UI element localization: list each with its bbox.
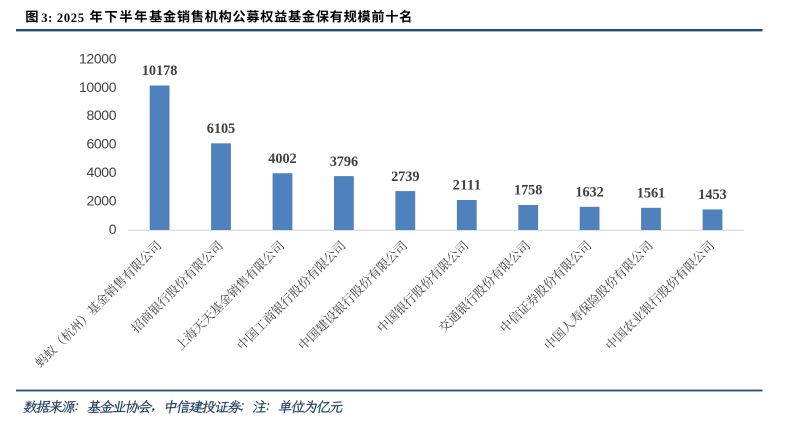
svg-text:1561: 1561 (637, 186, 665, 202)
svg-text:1453: 1453 (698, 187, 726, 203)
svg-text:8000: 8000 (87, 107, 117, 123)
svg-text:10000: 10000 (79, 79, 117, 95)
svg-text:10178: 10178 (142, 63, 178, 79)
svg-text:1758: 1758 (514, 183, 542, 199)
svg-text:0: 0 (109, 221, 117, 237)
svg-text:1632: 1632 (575, 185, 603, 201)
svg-text:2111: 2111 (453, 178, 481, 194)
svg-text:12000: 12000 (79, 50, 117, 66)
svg-text:6000: 6000 (87, 136, 117, 152)
svg-text:4000: 4000 (87, 164, 117, 180)
svg-text:3796: 3796 (330, 154, 358, 170)
svg-text:3: 2025: 3: 2025 (41, 11, 84, 25)
svg-text:2000: 2000 (87, 192, 117, 208)
svg-text:2739: 2739 (391, 169, 419, 185)
svg-text:6105: 6105 (207, 121, 235, 137)
svg-text:4002: 4002 (268, 151, 296, 167)
